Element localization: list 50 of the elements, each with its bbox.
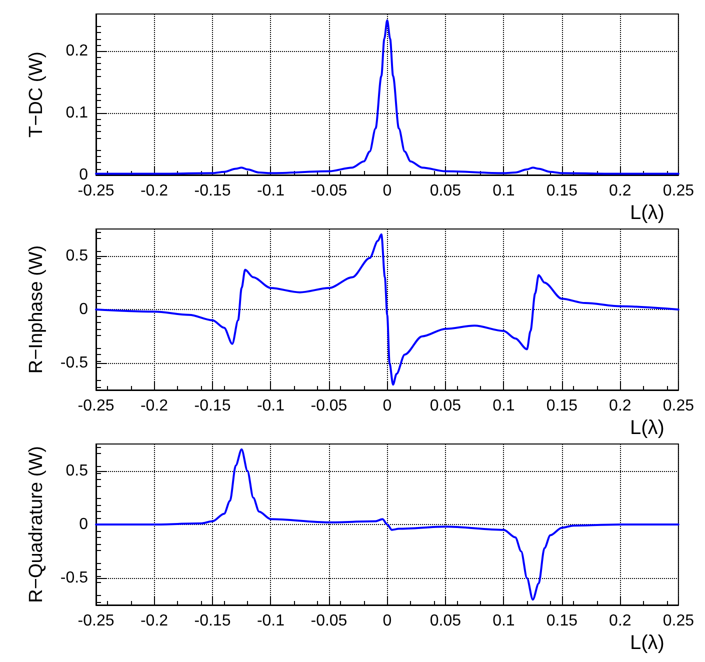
- y-tick-label: -0.5: [60, 354, 88, 372]
- x-axis-title: L(λ): [630, 417, 664, 439]
- x-tick-label: 0.05: [430, 398, 462, 414]
- x-tick-label: -0.05: [310, 398, 348, 414]
- x-tick-label: 0.1: [492, 612, 515, 630]
- x-tick-label: 0: [382, 182, 392, 200]
- y-tick-label: 0: [79, 166, 88, 184]
- y-tick-label: 0.5: [66, 462, 88, 480]
- x-tick-label: 0: [382, 398, 392, 414]
- x-tick-label: 0.15: [546, 398, 578, 414]
- y-tick-label: 0.2: [66, 42, 88, 60]
- x-tick-label: -0.25: [78, 612, 114, 630]
- y-tick-label: 0.1: [66, 104, 88, 122]
- x-tick-label: -0.05: [310, 182, 348, 200]
- y-tick-label: 0.5: [66, 247, 88, 264]
- x-tick-label: 0.1: [492, 182, 515, 200]
- y-tick-label: 0: [79, 516, 88, 533]
- x-tick-label: 0.25: [662, 612, 694, 630]
- y-axis-title: R−Inphase (W): [26, 245, 47, 374]
- y-axis-title: T−DC (W): [26, 51, 47, 138]
- x-tick-label: -0.2: [140, 612, 168, 630]
- x-tick-label: 0.15: [546, 612, 578, 630]
- x-tick-label: 0.05: [430, 182, 462, 200]
- x-tick-label: -0.25: [78, 398, 114, 414]
- x-axis-title: L(λ): [630, 202, 664, 224]
- x-tick-label: 0.25: [662, 182, 694, 200]
- x-tick-label: -0.15: [194, 182, 231, 200]
- x-tick-label: -0.1: [256, 182, 285, 200]
- x-axis-title: L(λ): [630, 632, 664, 654]
- y-tick-label: -0.5: [60, 570, 88, 587]
- y-tick-label: 0: [79, 301, 88, 318]
- line-series: [95, 233, 680, 386]
- x-tick-label: 0.25: [662, 398, 694, 414]
- x-tick-label: 0.2: [609, 398, 632, 414]
- x-tick-label: 0: [382, 612, 392, 630]
- x-tick-label: 0.05: [430, 612, 462, 630]
- line-series: [95, 448, 680, 601]
- x-tick-label: 0.2: [609, 612, 632, 630]
- x-tick-label: -0.05: [310, 612, 348, 630]
- x-tick-label: -0.1: [256, 612, 285, 630]
- x-tick-label: -0.25: [78, 182, 114, 200]
- x-tick-label: 0.1: [492, 398, 515, 414]
- x-tick-label: -0.2: [140, 398, 168, 414]
- x-tick-label: -0.15: [194, 612, 231, 630]
- x-tick-label: 0.15: [546, 182, 578, 200]
- x-tick-label: -0.15: [194, 398, 231, 414]
- x-tick-label: 0.2: [609, 182, 632, 200]
- y-axis-title: R−Quadrature (W): [26, 446, 47, 603]
- x-tick-label: -0.1: [256, 398, 285, 414]
- x-tick-label: -0.2: [140, 182, 168, 200]
